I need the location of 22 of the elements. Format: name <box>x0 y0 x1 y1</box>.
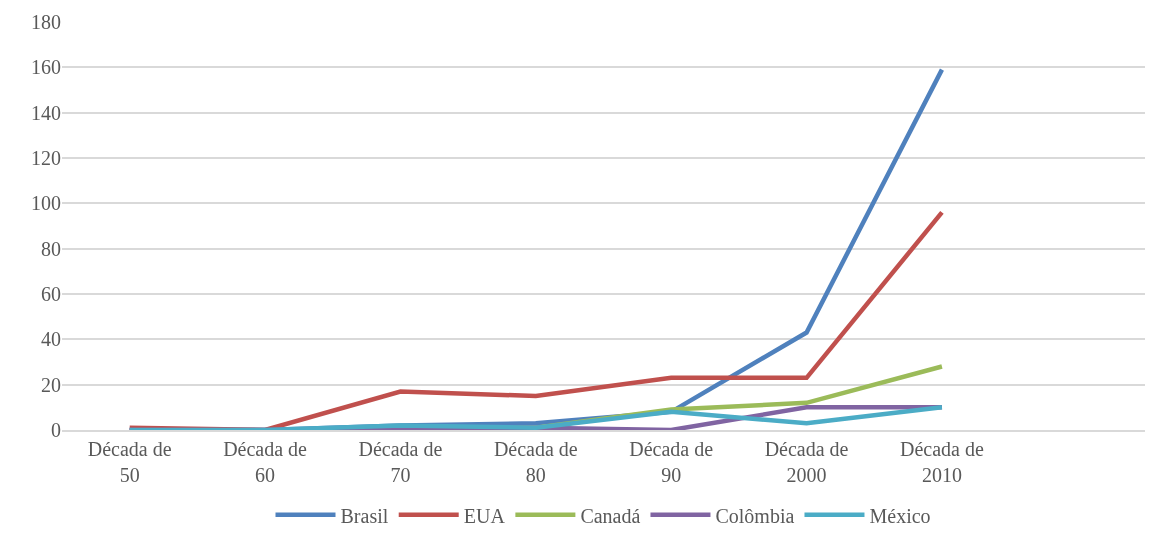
legend-label: Canadá <box>580 504 641 527</box>
y-tick-label: 60 <box>41 283 61 305</box>
y-tick-label: 40 <box>41 328 61 351</box>
x-tick-label: Década de 60 <box>223 437 308 486</box>
y-tick-label: 80 <box>41 237 61 260</box>
y-tick-label: 20 <box>41 373 61 396</box>
x-tick-label: Década de 2000 <box>764 437 849 486</box>
legend-label: Colômbia <box>715 504 795 527</box>
legend-label: Brasil <box>340 504 389 527</box>
y-tick-label: 180 <box>31 11 61 33</box>
x-tick-label: Década de 70 <box>358 437 443 486</box>
y-tick-label: 0 <box>51 419 61 441</box>
y-tick-label: 100 <box>31 192 61 215</box>
x-tick-label: Década de 80 <box>493 437 578 486</box>
x-tick-label: Década de 50 <box>87 437 172 486</box>
y-tick-label: 120 <box>31 147 61 169</box>
y-tick-label: 160 <box>31 56 61 79</box>
legend-label: EUA <box>463 504 506 527</box>
x-tick-label: Década de 90 <box>629 437 714 486</box>
x-tick-label: Década de 2010 <box>900 437 984 486</box>
legend-label: México <box>869 504 931 527</box>
y-tick-label: 140 <box>31 101 61 124</box>
